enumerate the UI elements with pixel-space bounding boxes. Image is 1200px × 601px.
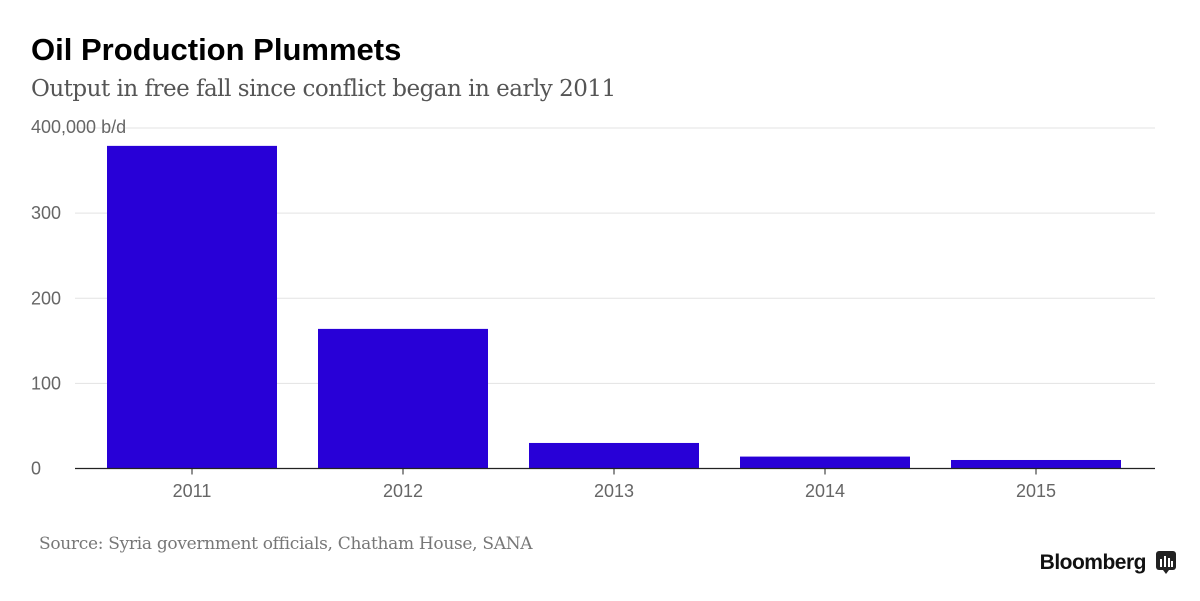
y-tick-label: 0 (31, 459, 41, 479)
bloomberg-chat-icon (1156, 551, 1176, 574)
bar-2015 (951, 459, 1121, 469)
y-tick-label: 100 (31, 373, 61, 393)
x-tick-label: 2015 (1016, 481, 1056, 501)
x-tick-label: 2013 (594, 481, 634, 501)
y-tick-label: 200 (31, 288, 61, 308)
bar-2011 (107, 145, 277, 469)
x-tick-label: 2014 (805, 481, 845, 501)
chart-subtitle: Output in free fall since conflict began… (31, 76, 616, 102)
source-note: Source: Syria government officials, Chat… (39, 534, 533, 554)
x-tick-label: 2012 (383, 481, 423, 501)
bar-2014 (740, 456, 910, 469)
bar-2013 (529, 442, 699, 469)
y-tick-label: 400,000 b/d (31, 117, 126, 137)
chart-title: Oil Production Plummets (31, 32, 402, 67)
bar-2012 (318, 328, 488, 469)
y-tick-label: 300 (31, 203, 61, 223)
x-tick-label: 2011 (173, 481, 212, 501)
brand-name: Bloomberg (1039, 551, 1147, 574)
bloomberg-logo: Bloomberg (1040, 551, 1176, 575)
